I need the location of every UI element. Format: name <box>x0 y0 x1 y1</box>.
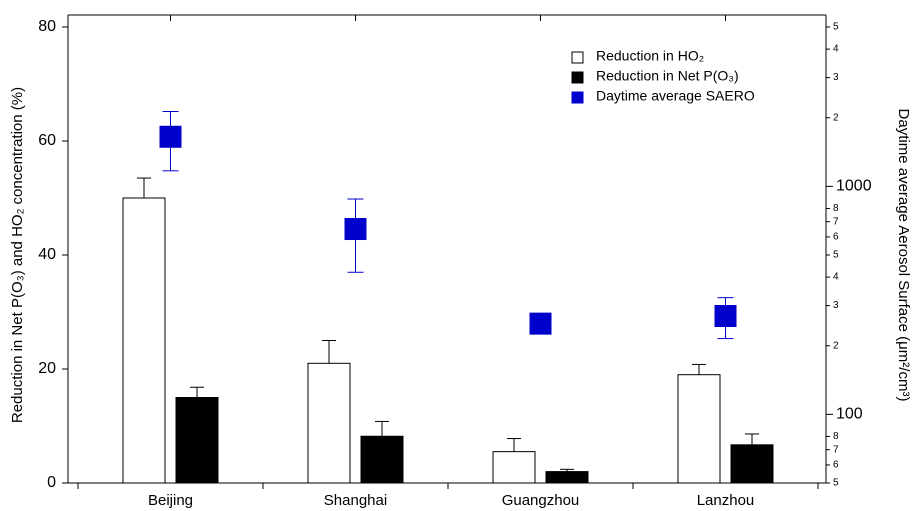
marker <box>714 305 737 328</box>
y2-axis-label: Daytime average Aerosol Surface (μm²/cm³… <box>895 109 912 402</box>
x-tick-label: Lanzhou <box>697 492 755 509</box>
y2-tick-label: 5 <box>833 250 839 261</box>
bar <box>360 435 404 484</box>
x-tick-label: Shanghai <box>324 492 387 509</box>
bar <box>730 444 774 484</box>
legend-label: Reduction in HO₂ <box>596 48 704 64</box>
y2-tick-label: 2 <box>833 112 839 123</box>
y2-tick-label: 6 <box>833 232 839 243</box>
y2-tick-label: 8 <box>833 203 839 214</box>
y-tick-label: 0 <box>47 474 56 491</box>
y2-tick-label: 7 <box>833 444 839 455</box>
y2-tick-label: 1000 <box>836 178 872 195</box>
y2-tick-label: 4 <box>833 44 839 55</box>
bar <box>122 197 166 484</box>
y-axis-label: Reduction in Net P(O₃) and HO₂ concentra… <box>9 87 26 423</box>
bar <box>545 471 589 484</box>
y2-tick-label: 8 <box>833 431 839 442</box>
y2-tick-label: 7 <box>833 216 839 227</box>
y2-tick-label: 5 <box>833 478 839 489</box>
marker <box>344 218 367 241</box>
y2-tick-label: 100 <box>836 406 863 423</box>
marker <box>159 125 182 148</box>
y2-tick-label: 3 <box>833 72 839 83</box>
y2-tick-label: 3 <box>833 300 839 311</box>
legend-swatch <box>571 91 584 104</box>
y-tick-label: 80 <box>38 18 56 35</box>
y-tick-label: 40 <box>38 246 56 263</box>
legend-swatch <box>571 51 584 64</box>
legend-label: Daytime average SAERO <box>596 88 755 104</box>
bar <box>307 362 351 484</box>
y2-tick-label: 2 <box>833 340 839 351</box>
y2-tick-label: 5 <box>833 22 839 33</box>
bar <box>492 451 536 484</box>
legend-label: Reduction in Net P(O₃) <box>596 68 739 84</box>
legend-swatch <box>571 71 584 84</box>
x-tick-label: Guangzhou <box>502 492 580 509</box>
y2-tick-label: 4 <box>833 272 839 283</box>
bar <box>175 397 219 484</box>
y-tick-label: 60 <box>38 132 56 149</box>
x-tick-label: Beijing <box>148 492 193 509</box>
y-tick-label: 20 <box>38 360 56 377</box>
bar <box>677 374 721 484</box>
y2-tick-label: 6 <box>833 460 839 471</box>
marker <box>529 312 552 335</box>
